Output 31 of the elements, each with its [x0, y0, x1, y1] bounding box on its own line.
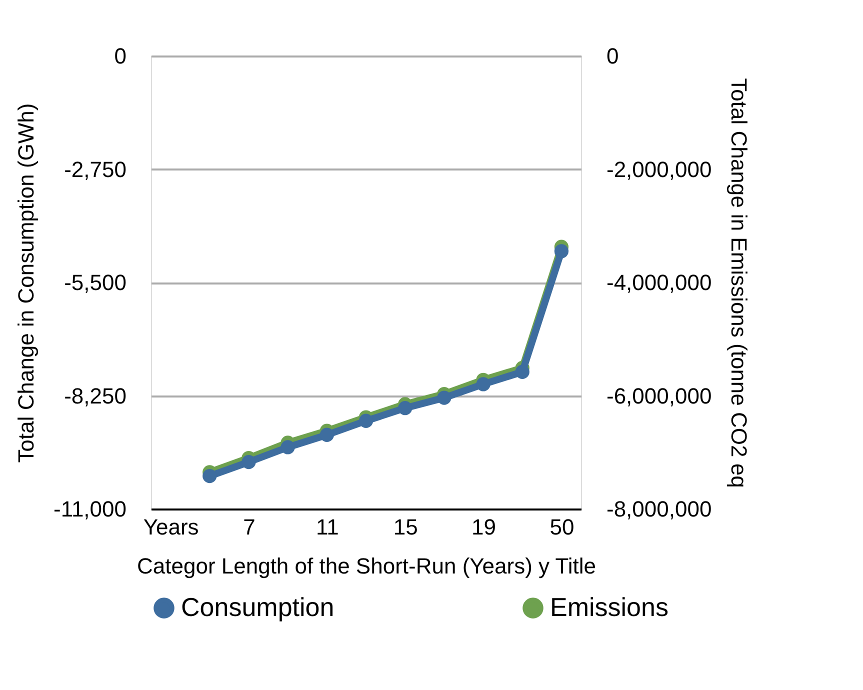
y2-tick-label: -6,000,000 [606, 383, 712, 408]
x-tick-label: Years [143, 514, 199, 540]
x-tick-label: 7 [243, 514, 256, 540]
y-tick-label: -8,250 [64, 383, 126, 408]
point [398, 401, 412, 416]
y-tick-label: 0 [114, 44, 126, 68]
point [320, 428, 334, 442]
y2-tick-label: -4,000,000 [606, 270, 712, 295]
point [437, 390, 452, 405]
point [358, 414, 374, 428]
x-axis-title: Categor Length of the Short-Run (Years) y Title [137, 554, 596, 578]
point [202, 468, 217, 484]
x-tick-label: 11 [316, 514, 339, 540]
legend-label: Emissions [550, 592, 668, 622]
point [515, 364, 530, 379]
y-tick-label: -2,750 [64, 156, 126, 182]
y-tick-label: -11,000 [54, 496, 126, 522]
point [554, 244, 569, 258]
y-axis-title: Total Change in Consumption (GWh) [14, 103, 39, 463]
x-tick-label: 19 [472, 514, 496, 540]
legend-label: Consumption [181, 592, 334, 622]
y-tick-label: -5,500 [64, 270, 126, 295]
x-tick-label: 15 [393, 514, 418, 540]
y2-tick-label: -8,000,000 [606, 496, 712, 522]
x-tick-label: 50 [550, 514, 574, 540]
y2-tick-label: 0 [606, 44, 619, 68]
point [280, 440, 295, 454]
y2-axis-title: Total Change in Emissions (tonne CO2 eq [726, 78, 752, 488]
y2-tick-label: -2,000,000 [606, 156, 712, 182]
point [242, 454, 256, 470]
point [476, 377, 490, 392]
